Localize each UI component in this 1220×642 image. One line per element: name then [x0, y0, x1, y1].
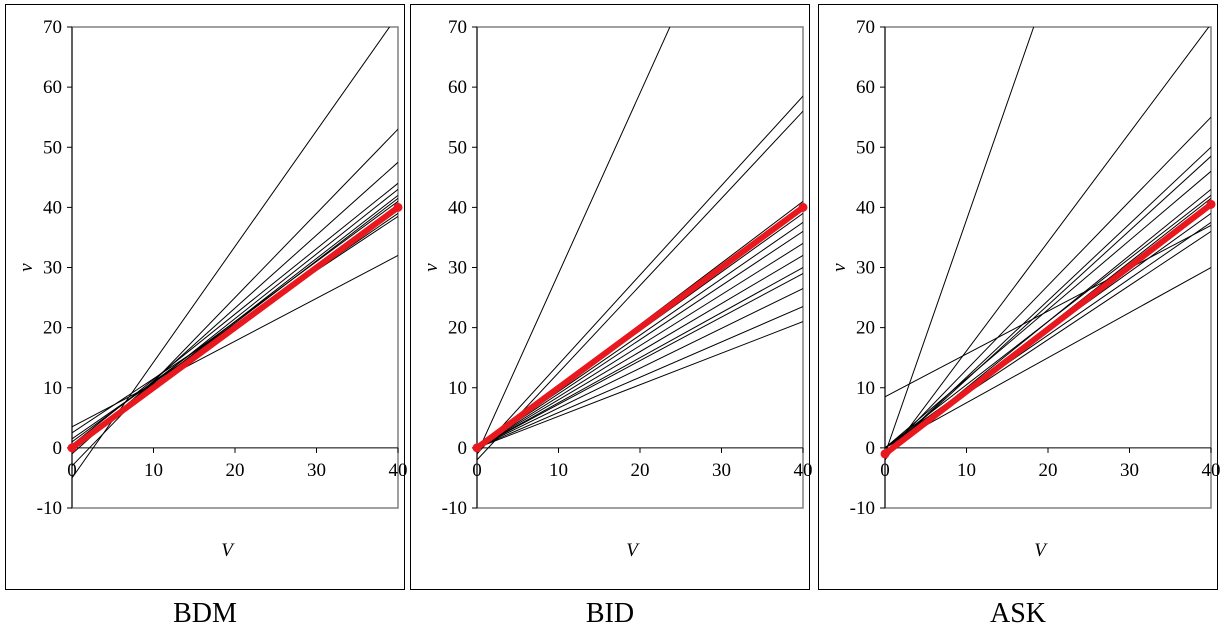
y-tick-label: 70 — [448, 17, 467, 38]
y-tick-label: 50 — [448, 137, 467, 158]
y-tick-label: -10 — [442, 498, 467, 519]
caption-ask: ASK — [989, 598, 1046, 629]
subject-line-2 — [477, 95, 803, 455]
x-tick-label: 10 — [549, 460, 568, 481]
plot-area — [71, 26, 399, 509]
plot-area — [884, 26, 1212, 509]
series-group — [72, 27, 398, 479]
subject-line-12 — [477, 288, 803, 449]
subject-line-8 — [72, 200, 398, 443]
subject-line-1 — [885, 27, 1035, 455]
y-axis-title: v — [16, 263, 37, 272]
y-tick-label: 60 — [856, 77, 875, 98]
subject-line-10 — [477, 267, 803, 449]
caption-bdm: BDM — [173, 598, 237, 629]
y-tick-label: 70 — [43, 17, 62, 38]
x-tick-label: 0 — [880, 460, 890, 481]
mean-line-endpoint — [472, 443, 482, 453]
y-axis-title: v — [829, 263, 850, 272]
x-tick-label: 40 — [389, 460, 408, 481]
subject-line-1 — [477, 27, 671, 455]
subject-line-9 — [477, 254, 803, 449]
subject-line-11 — [477, 273, 803, 449]
y-tick-label: 30 — [43, 258, 62, 279]
y-tick-label: 10 — [448, 378, 467, 399]
mean-line-endpoint — [880, 449, 890, 459]
caption-bid: BID — [585, 598, 635, 629]
y-tick-label: 60 — [43, 77, 62, 98]
x-tick-label: 30 — [1120, 460, 1139, 481]
x-tick-label: 40 — [1202, 460, 1220, 481]
x-axis-title: V — [626, 540, 640, 561]
x-tick-label: 40 — [794, 460, 813, 481]
y-tick-label: 0 — [458, 438, 468, 459]
series-group — [477, 27, 803, 461]
mean-line — [477, 204, 803, 451]
subject-line-14 — [72, 254, 398, 428]
subject-line-7 — [477, 230, 803, 449]
x-tick-label: 10 — [957, 460, 976, 481]
subject-line-4 — [885, 146, 1211, 455]
y-tick-label: 0 — [866, 438, 876, 459]
subject-line-8 — [885, 194, 1211, 449]
subject-line-2 — [885, 27, 1210, 461]
y-tick-label: 10 — [43, 378, 62, 399]
y-tick-label: 0 — [53, 438, 63, 459]
subject-line-13 — [477, 306, 803, 449]
mean-line-endpoint — [798, 202, 808, 212]
y-tick-label: 30 — [448, 258, 467, 279]
mean-line-endpoint — [393, 202, 403, 212]
y-tick-label: 30 — [856, 258, 875, 279]
y-tick-label: 50 — [856, 137, 875, 158]
series-group — [885, 27, 1211, 461]
subject-line-13 — [885, 224, 1211, 398]
subject-line-8 — [477, 242, 803, 449]
x-tick-label: 20 — [1039, 460, 1058, 481]
x-tick-label: 0 — [472, 460, 482, 481]
mean-line-endpoint — [1206, 199, 1216, 209]
y-tick-label: -10 — [37, 498, 62, 519]
y-tick-label: 40 — [448, 197, 467, 218]
subject-line-3 — [477, 110, 803, 461]
subject-line-5 — [885, 155, 1211, 455]
x-tick-label: 10 — [144, 460, 163, 481]
y-tick-label: 70 — [856, 17, 875, 38]
x-axis-title: V — [1034, 540, 1048, 561]
x-tick-label: 20 — [226, 460, 245, 481]
x-tick-label: 30 — [307, 460, 326, 481]
y-tick-label: 40 — [856, 197, 875, 218]
plot-area — [476, 26, 804, 509]
subject-line-6 — [885, 170, 1211, 449]
x-tick-label: 20 — [631, 460, 650, 481]
x-axis-title: V — [221, 540, 235, 561]
subject-line-14 — [477, 321, 803, 449]
y-tick-label: 20 — [856, 318, 875, 339]
y-axis-title: v — [421, 263, 442, 272]
y-tick-label: 60 — [448, 77, 467, 98]
mean-line — [885, 201, 1211, 457]
mean-line-endpoint — [67, 443, 77, 453]
y-tick-label: 50 — [43, 137, 62, 158]
subject-line-14 — [885, 267, 1211, 449]
x-tick-label: 0 — [67, 460, 77, 481]
y-tick-label: 20 — [448, 318, 467, 339]
subject-line-3 — [885, 116, 1211, 455]
y-tick-label: 40 — [43, 197, 62, 218]
y-tick-label: 20 — [43, 318, 62, 339]
y-tick-label: 10 — [856, 378, 875, 399]
y-tick-label: -10 — [850, 498, 875, 519]
x-tick-label: 30 — [712, 460, 731, 481]
mean-line — [72, 204, 398, 451]
